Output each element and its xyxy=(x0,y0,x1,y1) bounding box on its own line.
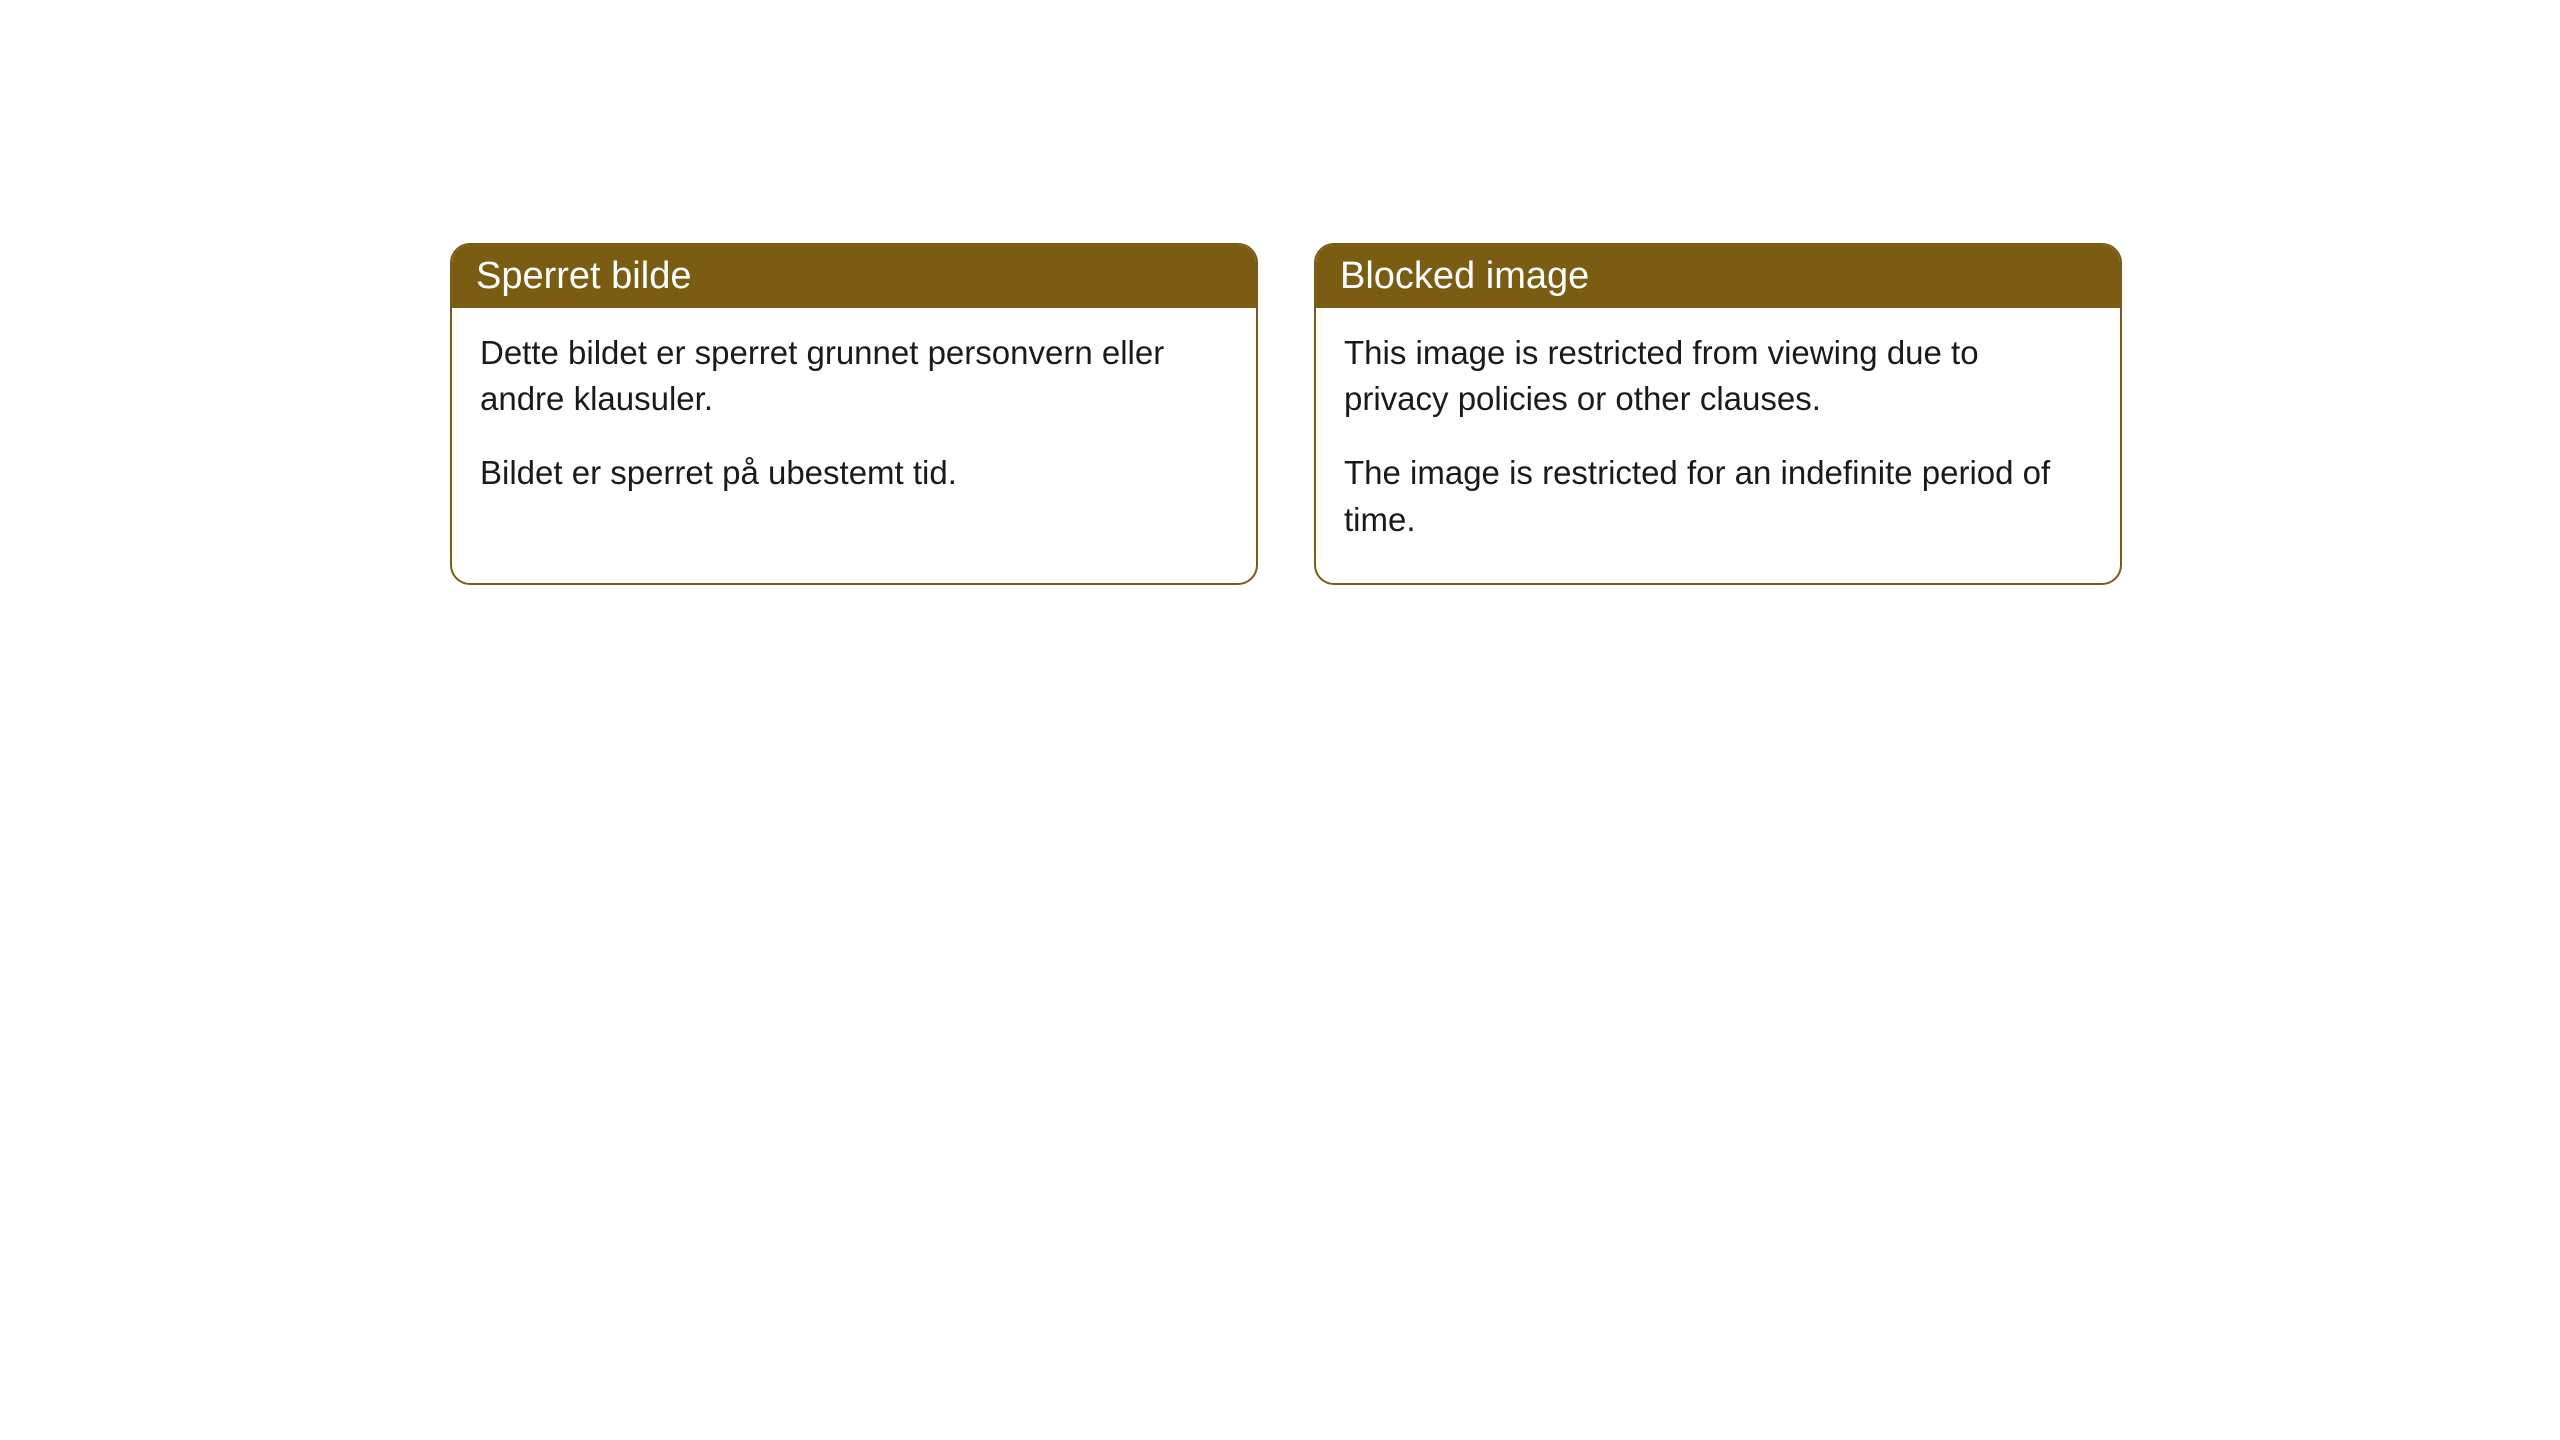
notice-card-english: Blocked image This image is restricted f… xyxy=(1314,243,2122,585)
card-paragraph: This image is restricted from viewing du… xyxy=(1344,330,2092,422)
notice-card-norwegian: Sperret bilde Dette bildet er sperret gr… xyxy=(450,243,1258,585)
card-title: Sperret bilde xyxy=(476,255,691,297)
card-header: Blocked image xyxy=(1316,245,2120,308)
notice-container: Sperret bilde Dette bildet er sperret gr… xyxy=(0,0,2560,585)
card-paragraph: Bildet er sperret på ubestemt tid. xyxy=(480,450,1228,496)
card-body: This image is restricted from viewing du… xyxy=(1316,308,2120,583)
card-header: Sperret bilde xyxy=(452,245,1256,308)
card-body: Dette bildet er sperret grunnet personve… xyxy=(452,308,1256,537)
card-paragraph: Dette bildet er sperret grunnet personve… xyxy=(480,330,1228,422)
card-paragraph: The image is restricted for an indefinit… xyxy=(1344,450,2092,542)
card-title: Blocked image xyxy=(1340,255,1589,297)
